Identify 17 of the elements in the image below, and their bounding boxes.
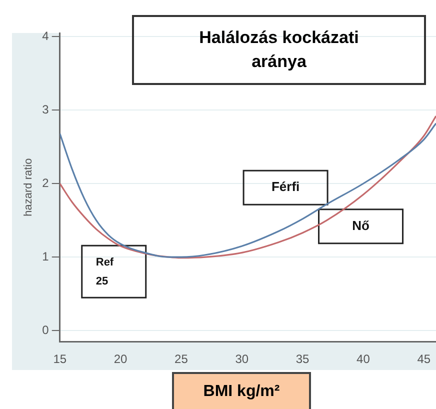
- x-tick-label: 20: [114, 352, 128, 366]
- y-tick-label: 1: [42, 249, 50, 264]
- series-label: Férfi: [271, 179, 300, 194]
- y-tick-label: 3: [42, 102, 50, 116]
- y-tick-label: 0: [42, 322, 50, 337]
- series-label: Nő: [352, 218, 370, 233]
- y-tick-label: 2: [42, 176, 50, 190]
- y-tick-label: 4: [42, 28, 50, 43]
- x-tick-label: 30: [235, 352, 249, 366]
- y-axis-title: hazard ratio: [22, 158, 35, 216]
- x-tick-label: 15: [53, 352, 67, 366]
- chart-title: Halálozás kockázati aránya: [132, 15, 426, 85]
- x-tick-label: 45: [417, 352, 431, 366]
- x-tick-label: 40: [356, 352, 370, 366]
- x-tick-label: 35: [296, 352, 310, 366]
- annotation: Ref 25: [96, 256, 114, 288]
- x-tick-label: 25: [174, 352, 188, 366]
